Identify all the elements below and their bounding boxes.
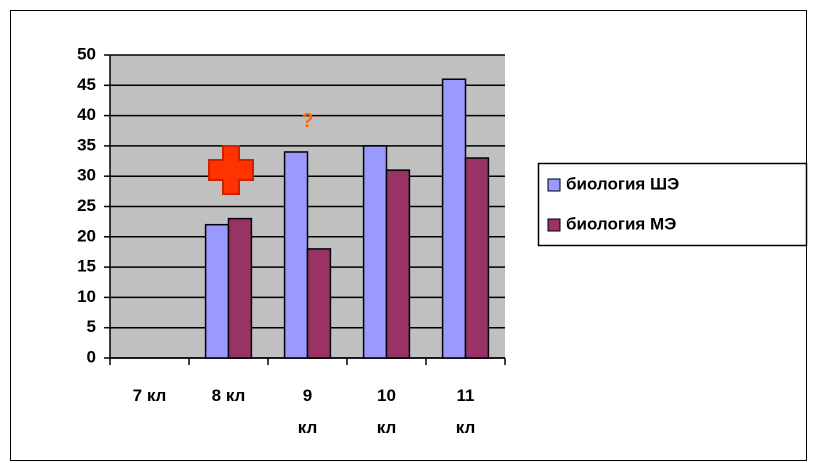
- x-tick-label: 10 кл: [376, 386, 397, 437]
- legend-label: биология ШЭ: [566, 174, 679, 193]
- y-tick-label: 10: [77, 287, 96, 306]
- y-tick-label: 45: [77, 75, 96, 94]
- x-tick-label: 11 кл: [455, 386, 476, 437]
- legend-box: [537, 162, 808, 247]
- x-tick-label: 7 кл: [132, 386, 167, 405]
- y-tick-label: 25: [77, 196, 96, 215]
- x-tick-label: 9 кл: [297, 386, 318, 437]
- y-tick-label: 15: [77, 257, 96, 276]
- plus-icon: [208, 145, 254, 195]
- bar: [441, 78, 467, 359]
- y-tick-label: 30: [77, 166, 96, 185]
- y-tick-label: 0: [87, 347, 96, 366]
- legend-swatch: [547, 178, 561, 192]
- annotation: ?: [301, 110, 313, 132]
- y-tick-label: 35: [77, 135, 96, 154]
- legend-label: биология МЭ: [566, 214, 676, 233]
- legend-swatch: [547, 218, 561, 232]
- bar: [204, 223, 230, 359]
- x-tick-label: 8 кл: [211, 386, 246, 405]
- y-tick-label: 20: [77, 226, 96, 245]
- y-tick-label: 40: [77, 105, 96, 124]
- bar: [283, 151, 309, 359]
- bar: [227, 217, 253, 359]
- y-tick-label: 5: [87, 317, 96, 336]
- bar: [464, 157, 490, 359]
- bar: [385, 169, 411, 359]
- y-tick-label: 50: [77, 44, 96, 63]
- bar: [362, 145, 388, 359]
- bar: [306, 248, 332, 359]
